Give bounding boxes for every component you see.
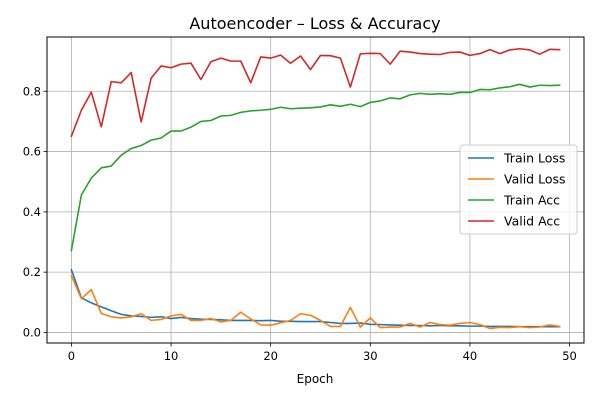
series-line-train-loss: [70, 268, 561, 328]
y-tick-label: 0.4: [23, 205, 41, 219]
chart-title: Autoencoder – Loss & Accuracy: [189, 14, 440, 33]
x-axis-label: Epoch: [297, 372, 334, 386]
x-tick-label: 10: [164, 349, 179, 363]
series-train-acc: [70, 83, 561, 252]
legend-label-valid-acc: Valid Acc: [504, 214, 560, 229]
legend-label-train-loss: Train Loss: [503, 151, 565, 166]
y-tick-label: 0.0: [23, 325, 41, 339]
series-valid-loss: [70, 274, 561, 330]
series-line-train-acc: [70, 83, 561, 252]
x-tick-label: 0: [68, 349, 75, 363]
legend-box: [459, 144, 578, 235]
x-tick-label: 50: [562, 349, 577, 363]
legend: Train Loss Valid Loss Train Acc Valid Acc: [459, 144, 578, 235]
series-line-valid-acc: [70, 47, 561, 138]
y-tick-label: 0.2: [23, 265, 41, 279]
plot-frame: [46, 36, 585, 344]
legend-label-valid-loss: Valid Loss: [504, 172, 566, 187]
x-tick-label: 30: [363, 349, 378, 363]
x-tick-label: 40: [463, 349, 478, 363]
legend-label-train-acc: Train Acc: [503, 193, 560, 208]
x-tick-label: 20: [263, 349, 278, 363]
series-line-valid-loss: [70, 274, 561, 330]
y-tick-label: 0.8: [23, 84, 41, 98]
series-valid-acc: [70, 47, 561, 138]
ticks: 0 10 20 30 40 50 0.0 0.2 0.4 0.6 0.8: [23, 84, 577, 363]
y-tick-label: 0.6: [23, 145, 41, 159]
series-layer: [70, 47, 561, 330]
